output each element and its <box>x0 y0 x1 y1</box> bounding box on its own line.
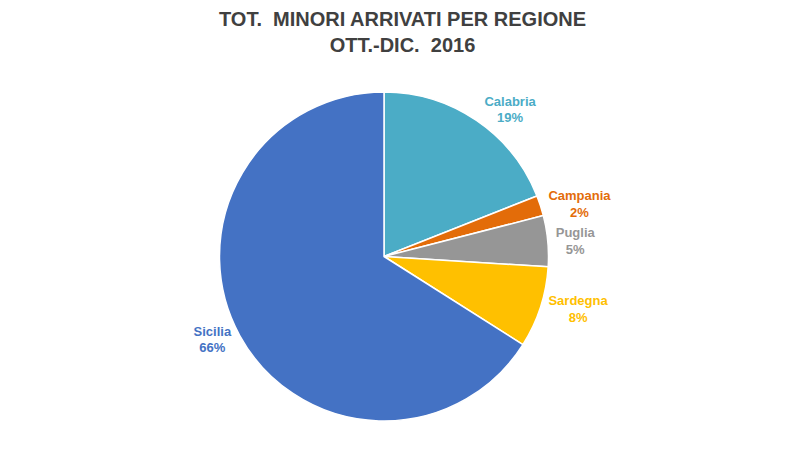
svg-text:Calabria19%: Calabria19% <box>484 94 536 126</box>
svg-text:Sardegna8%: Sardegna8% <box>548 293 608 325</box>
svg-text:Campania2%: Campania2% <box>548 188 611 220</box>
svg-text:Puglia5%: Puglia5% <box>556 225 596 257</box>
svg-text:Sicilia66%: Sicilia66% <box>194 324 232 356</box>
svg-text:TOT. MINORI ARRIVATI PER REGI: TOT. MINORI ARRIVATI PER REGIONEOTT.-DIC… <box>219 8 586 56</box>
